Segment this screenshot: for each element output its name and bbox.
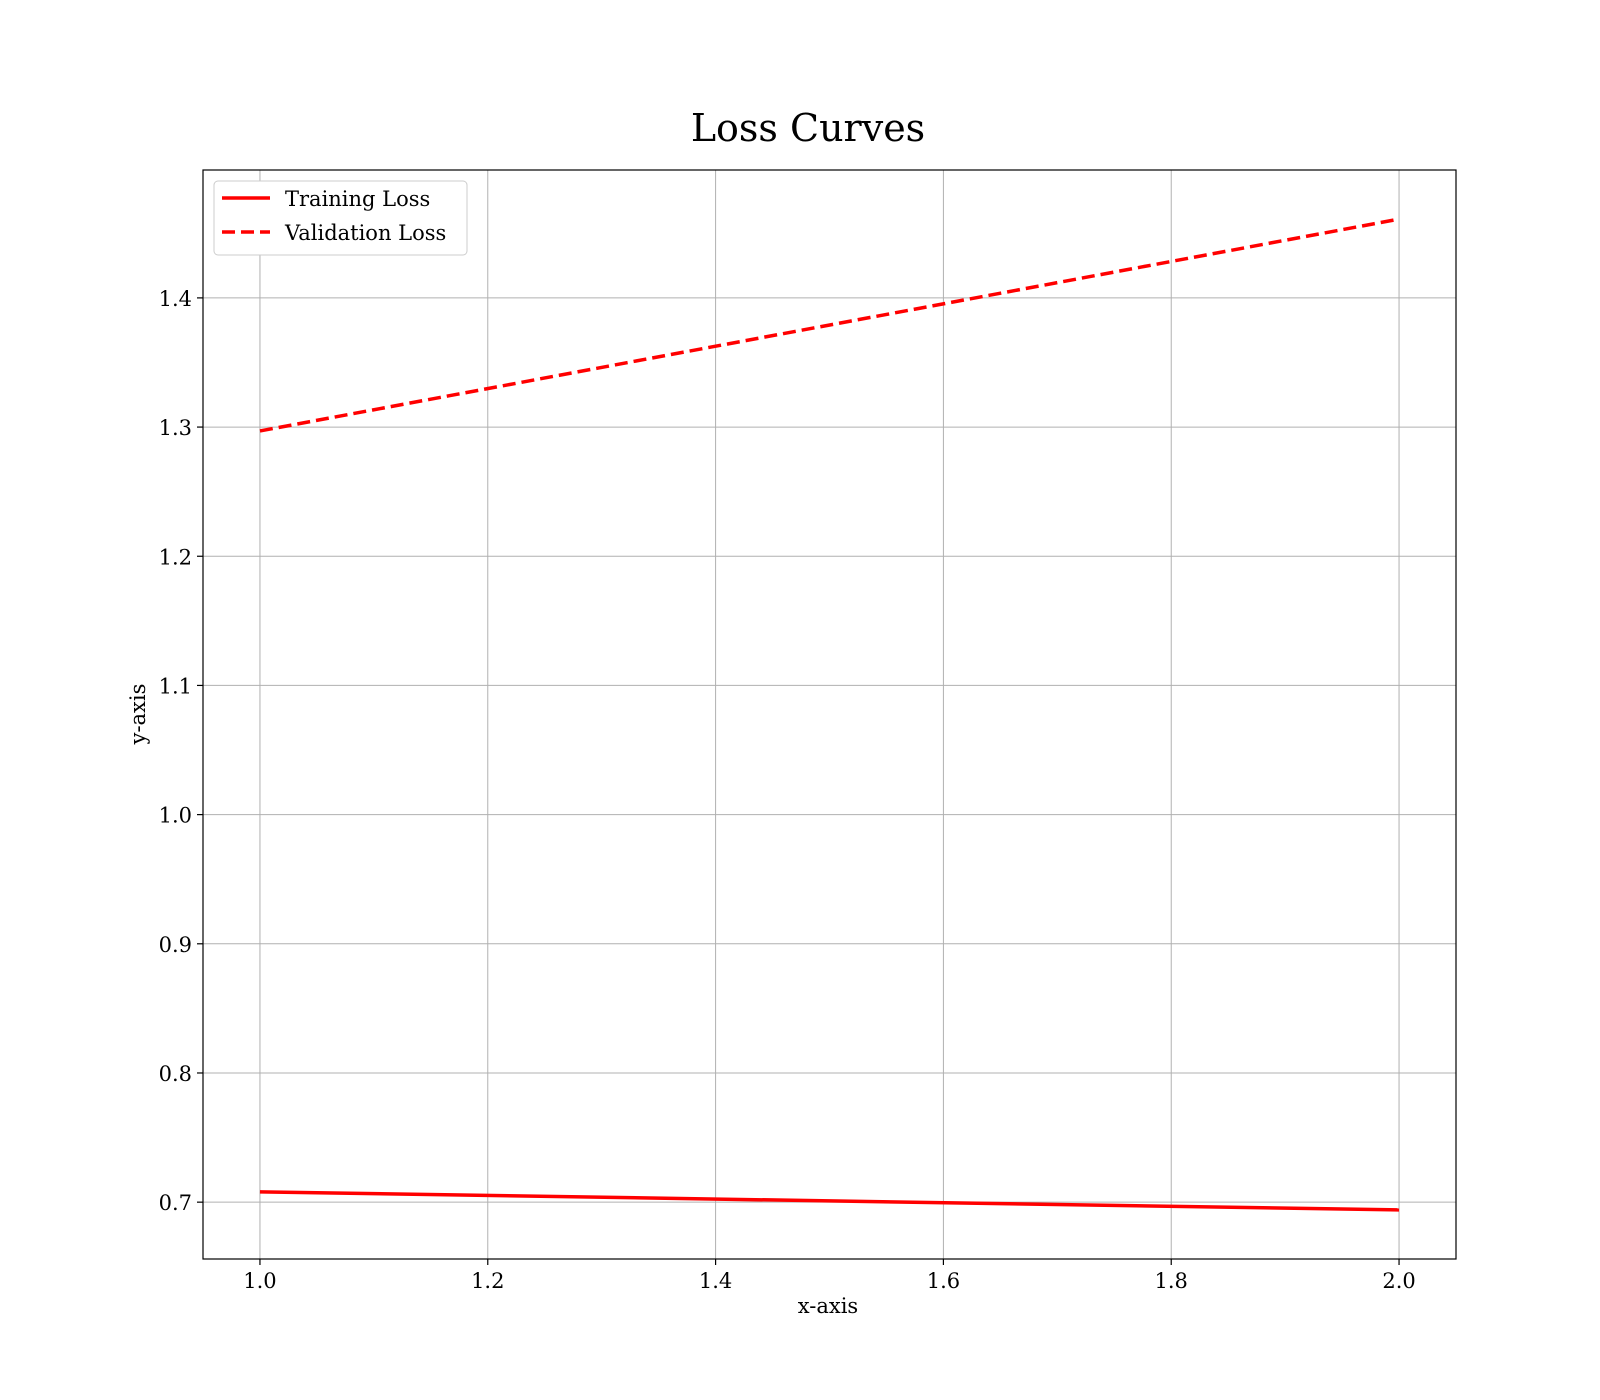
series-line-training-loss <box>259 1190 1400 1212</box>
y-tick-label: 1.2 <box>159 545 192 569</box>
series-line-validation-loss <box>259 217 1400 433</box>
y-axis-label: y-axis <box>126 684 150 746</box>
x-tick-label: 1.6 <box>927 1269 960 1293</box>
x-tick-label: 1.4 <box>699 1269 732 1293</box>
y-tick-label: 1.4 <box>159 287 192 311</box>
y-tick-label: 0.9 <box>159 933 192 957</box>
axes-frame <box>202 169 1457 1260</box>
legend: Training Loss Validation Loss <box>213 180 468 256</box>
x-tick-label: 1.0 <box>243 1269 276 1293</box>
legend-box <box>213 180 468 256</box>
x-axis-label: x-axis <box>798 1294 858 1318</box>
chart-title: Loss Curves <box>691 106 925 150</box>
y-tick-label: 0.8 <box>159 1062 192 1086</box>
y-axis-ticks: 0.7 0.8 0.9 1.0 1.1 1.2 1.3 1.4 <box>159 287 203 1215</box>
grid <box>203 170 1456 1259</box>
legend-label-training-loss: Training Loss <box>285 187 430 211</box>
legend-label-validation-loss: Validation Loss <box>284 221 446 245</box>
x-axis-ticks: 1.0 1.2 1.4 1.6 1.8 2.0 <box>243 1259 1416 1293</box>
y-tick-label: 0.7 <box>159 1191 192 1215</box>
x-tick-label: 2.0 <box>1382 1269 1415 1293</box>
y-tick-label: 1.0 <box>159 804 192 828</box>
y-tick-label: 1.3 <box>159 416 192 440</box>
series-layer <box>259 217 1400 1212</box>
y-tick-label: 1.1 <box>159 674 192 698</box>
x-tick-label: 1.8 <box>1155 1269 1188 1293</box>
x-tick-label: 1.2 <box>471 1269 504 1293</box>
